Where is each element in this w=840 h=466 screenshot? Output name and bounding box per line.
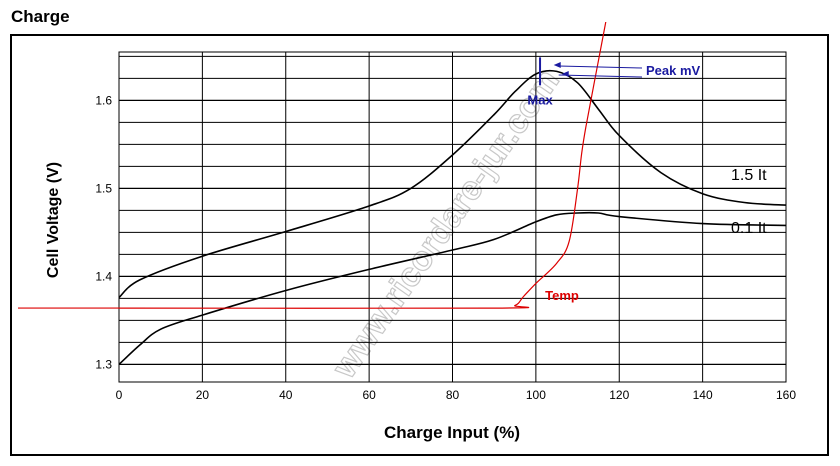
x-tick-label: 0: [116, 388, 123, 402]
series-line-temp: [119, 22, 607, 309]
series-label-1-5-it: 1.5 It: [731, 167, 767, 184]
x-tick-label: 120: [609, 388, 629, 402]
x-tick-label: 60: [362, 388, 376, 402]
x-axis-title: Charge Input (%): [384, 423, 520, 442]
y-tick-label: 1.4: [95, 269, 112, 283]
series-line-1-5-it: [119, 69, 786, 299]
grid-layer: [118, 51, 787, 383]
peak-pointer-line-2: [558, 74, 643, 78]
annotation-temp: Temp: [545, 288, 579, 303]
x-tick-label: 140: [693, 388, 713, 402]
y-tick-label: 1.5: [95, 181, 112, 195]
annotation-layer: Max Peak mV Temp 1.5 It 0.1 It: [527, 57, 767, 303]
peak-arrowhead-1: [553, 62, 561, 68]
x-tick-label: 160: [776, 388, 796, 402]
page-title: Charge: [11, 7, 70, 26]
tick-layer: 0 20 40 60 80 100 120 140 160 1.3 1.4 1.5 1.6: [95, 93, 796, 402]
y-axis-title: Cell Voltage (V): [45, 162, 62, 278]
series-label-0-1-it: 0.1 It: [731, 220, 767, 237]
x-tick-label: 100: [526, 388, 546, 402]
peak-pointer-line-1: [558, 65, 643, 69]
series-line-0-1-it: [119, 211, 786, 365]
chart-frame: [10, 34, 829, 456]
y-tick-label: 1.3: [95, 357, 112, 371]
x-tick-label: 40: [279, 388, 293, 402]
peak-arrowhead-2: [561, 71, 569, 77]
annotation-max: Max: [527, 92, 553, 107]
y-tick-label: 1.6: [95, 93, 112, 107]
x-tick-label: 80: [446, 388, 460, 402]
series-layer: [18, 22, 786, 365]
plot-area-border: [118, 51, 787, 383]
annotation-peak-mv: Peak mV: [646, 63, 701, 78]
x-tick-label: 20: [196, 388, 210, 402]
